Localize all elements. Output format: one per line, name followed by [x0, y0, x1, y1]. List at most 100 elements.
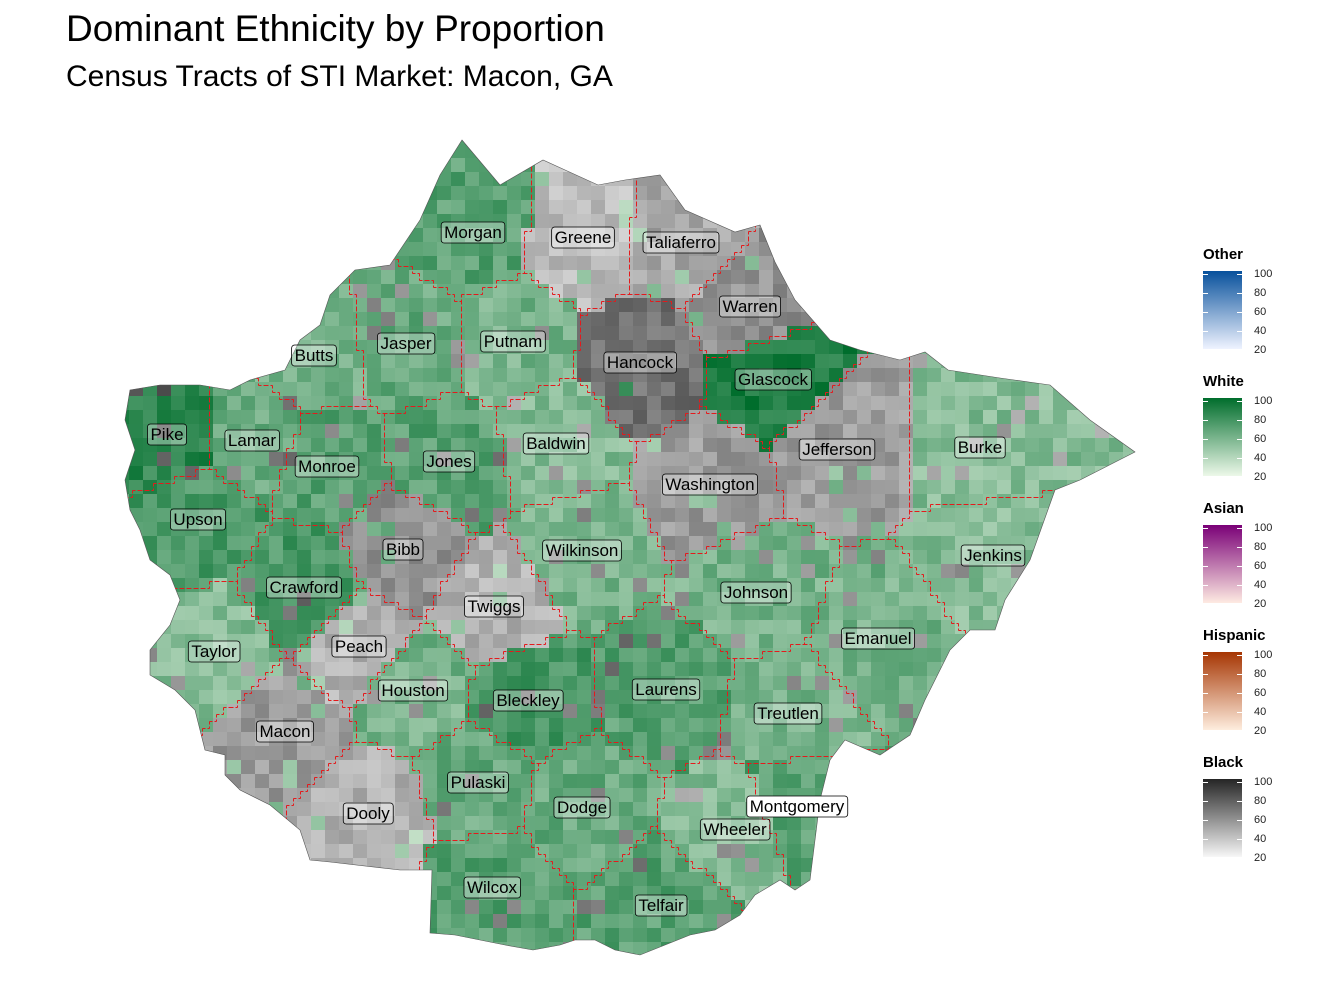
census-tract [717, 760, 732, 775]
census-tract [871, 242, 886, 257]
census-tract [1095, 270, 1110, 285]
county-label-emanuel: Emanuel [841, 627, 915, 650]
census-tract [227, 158, 242, 173]
census-tract [381, 494, 396, 509]
census-tract [311, 928, 326, 943]
census-tract [1011, 284, 1026, 299]
census-tract [125, 830, 130, 845]
census-tract [1123, 368, 1135, 383]
census-tract [297, 396, 312, 411]
census-tract [703, 270, 718, 285]
census-tract [423, 312, 438, 327]
census-tract [703, 634, 718, 649]
census-tract [983, 438, 998, 453]
census-tract [437, 480, 452, 495]
census-tract [1137, 816, 1152, 831]
census-tract [773, 312, 788, 327]
census-tract [759, 242, 774, 257]
census-tract [1123, 298, 1135, 313]
census-tract [829, 592, 844, 607]
census-tract [885, 522, 900, 537]
census-tract [549, 676, 564, 691]
census-tract [521, 340, 536, 355]
census-tract [619, 690, 634, 705]
census-tract [549, 158, 564, 173]
census-tract [815, 340, 830, 355]
census-tract [815, 368, 830, 383]
census-tract [731, 466, 746, 481]
census-tract [479, 410, 494, 425]
census-tract [605, 508, 620, 523]
legend-tick-label: 60 [1254, 306, 1267, 318]
census-tract [465, 242, 480, 257]
census-tract [801, 606, 816, 621]
census-tract [731, 620, 746, 635]
census-tract [689, 298, 704, 313]
county-label-johnson: Johnson [720, 581, 792, 604]
census-tract [1039, 942, 1054, 955]
census-tract [857, 508, 872, 523]
census-tract [577, 438, 592, 453]
census-tract [521, 494, 536, 509]
census-tract [479, 704, 494, 719]
census-tract [731, 382, 746, 397]
census-tract [675, 802, 690, 817]
census-tract [689, 396, 704, 411]
census-tract [549, 914, 564, 929]
census-tract [871, 564, 886, 579]
census-tract [661, 872, 676, 887]
census-tract [913, 452, 928, 467]
census-tract [213, 788, 228, 803]
census-tract [787, 942, 802, 955]
census-tract [241, 214, 256, 229]
census-tract [563, 270, 578, 285]
census-tract [255, 508, 270, 523]
census-tract [395, 508, 410, 523]
census-tract [787, 900, 802, 915]
census-tract [843, 396, 858, 411]
census-tract [1137, 228, 1152, 243]
census-tract [1109, 802, 1124, 817]
census-tract [283, 900, 298, 915]
census-tract [605, 816, 620, 831]
census-tract [1137, 172, 1152, 187]
census-tract [913, 662, 928, 677]
census-tract [619, 494, 634, 509]
census-tract [647, 676, 662, 691]
census-tract [409, 270, 424, 285]
census-tract [843, 914, 858, 929]
census-tract [899, 214, 914, 229]
legend-tick-label: 60 [1254, 814, 1267, 826]
census-tract [311, 886, 326, 901]
census-tract [815, 284, 830, 299]
census-tract [465, 466, 480, 481]
census-tract [451, 410, 466, 425]
census-tract [241, 256, 256, 271]
census-tract [227, 564, 242, 579]
census-tract [1137, 298, 1152, 313]
census-tract [745, 704, 760, 719]
census-tract [199, 536, 214, 551]
census-tract [381, 802, 396, 817]
census-tract [689, 774, 704, 789]
census-tract [927, 172, 942, 187]
census-tract [801, 270, 816, 285]
census-tract [283, 326, 298, 341]
census-tract [1123, 172, 1135, 187]
census-tract [185, 676, 200, 691]
census-tract [647, 816, 662, 831]
census-tract [395, 228, 410, 243]
census-tract [969, 256, 984, 271]
census-tract [927, 802, 942, 817]
census-tract [297, 550, 312, 565]
census-tract [283, 214, 298, 229]
census-tract [647, 564, 662, 579]
census-tract [955, 200, 970, 215]
census-tract [899, 830, 914, 845]
census-tract [1025, 452, 1040, 467]
census-tract [283, 396, 298, 411]
census-tract [465, 704, 480, 719]
census-tract [871, 634, 886, 649]
census-tract [507, 312, 522, 327]
census-tract [409, 452, 424, 467]
